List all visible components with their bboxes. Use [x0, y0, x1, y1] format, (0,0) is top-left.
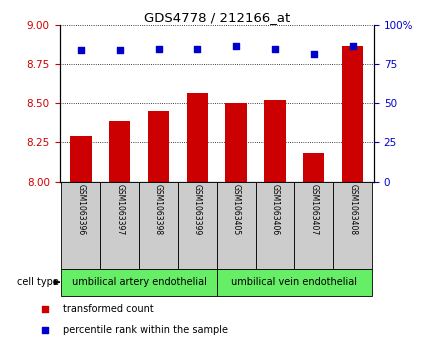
- Point: [42, 327, 49, 333]
- Bar: [217, 182, 255, 269]
- Bar: [342, 46, 363, 182]
- Point: [310, 50, 317, 56]
- Text: GSM1063406: GSM1063406: [270, 184, 280, 235]
- Text: GSM1063399: GSM1063399: [193, 184, 202, 235]
- Bar: [139, 182, 178, 269]
- Text: cell type: cell type: [17, 277, 59, 287]
- Bar: [148, 111, 169, 182]
- Text: umbilical vein endothelial: umbilical vein endothelial: [231, 277, 357, 287]
- Point: [116, 48, 123, 53]
- Bar: [264, 100, 286, 182]
- Point: [155, 46, 162, 52]
- Bar: [109, 121, 130, 182]
- Text: percentile rank within the sample: percentile rank within the sample: [63, 325, 228, 335]
- Text: transformed count: transformed count: [63, 303, 154, 314]
- Bar: [303, 154, 325, 182]
- Bar: [100, 182, 139, 269]
- Point: [77, 48, 84, 53]
- Bar: [70, 136, 91, 182]
- Text: GSM1063396: GSM1063396: [76, 184, 85, 235]
- Bar: [217, 269, 372, 296]
- Point: [233, 43, 240, 49]
- Bar: [62, 269, 217, 296]
- Point: [272, 46, 278, 52]
- Bar: [295, 182, 333, 269]
- Bar: [255, 182, 295, 269]
- Point: [42, 306, 49, 311]
- Bar: [62, 182, 100, 269]
- Title: GDS4778 / 212166_at: GDS4778 / 212166_at: [144, 11, 290, 24]
- Text: GSM1063408: GSM1063408: [348, 184, 357, 235]
- Text: GSM1063405: GSM1063405: [232, 184, 241, 235]
- Point: [349, 43, 356, 49]
- Bar: [178, 182, 217, 269]
- Bar: [333, 182, 372, 269]
- Bar: [226, 103, 247, 182]
- Text: GSM1063397: GSM1063397: [115, 184, 124, 235]
- Bar: [187, 93, 208, 182]
- Text: umbilical artery endothelial: umbilical artery endothelial: [72, 277, 207, 287]
- Text: GSM1063407: GSM1063407: [309, 184, 318, 235]
- Text: GSM1063398: GSM1063398: [154, 184, 163, 235]
- Point: [194, 46, 201, 52]
